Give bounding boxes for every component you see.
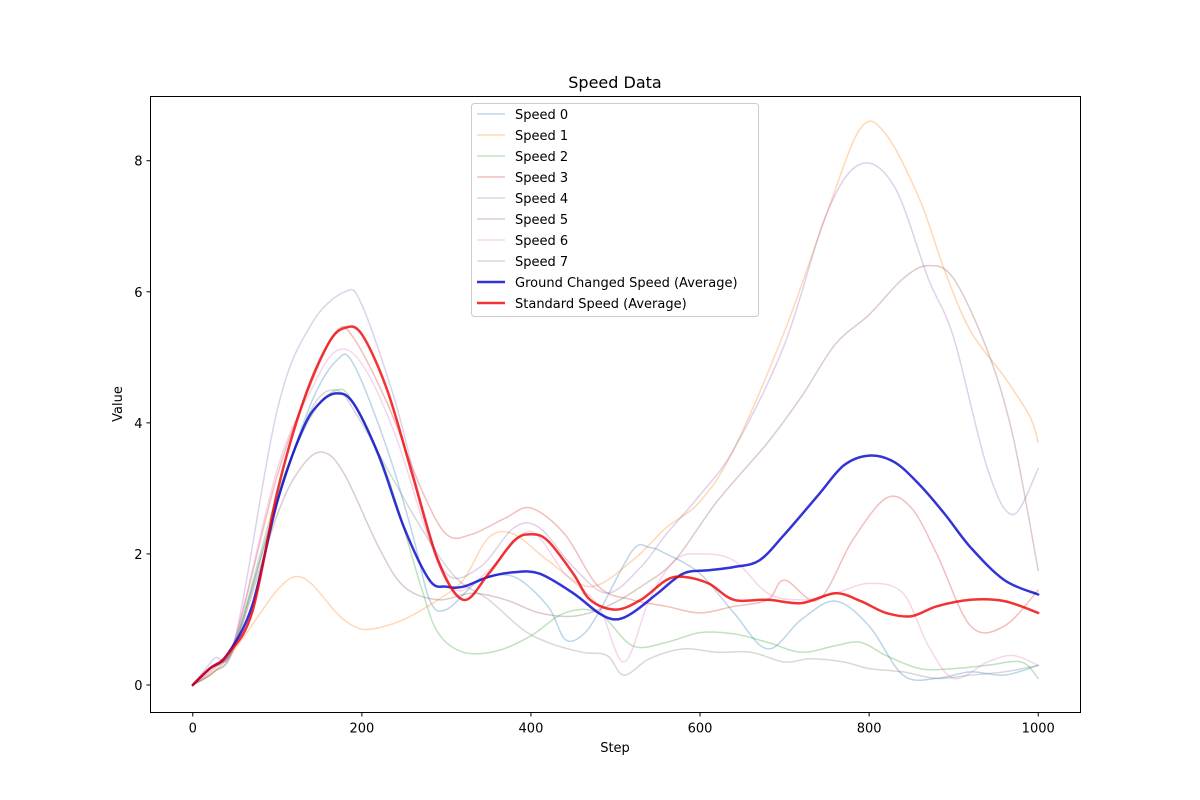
plot-frame (150, 96, 1081, 713)
legend-label-speed-4: Speed 4 (515, 192, 568, 207)
y-tick-label: 0 (134, 679, 142, 694)
y-tick-label: 4 (134, 417, 142, 432)
y-tick-label: 2 (134, 548, 142, 563)
legend-label-speed-3: Speed 3 (515, 171, 568, 186)
series-line-speed-5 (192, 264, 1039, 686)
x-tick-label: 200 (349, 722, 374, 737)
series-line-ground-changed-speed-average (191, 392, 1040, 687)
x-tick-label: 400 (519, 722, 544, 737)
x-tick-label: 1000 (1022, 722, 1055, 737)
chart-title: Speed Data (568, 73, 661, 92)
x-axis-ticks: 0 200 400 600 800 1000 (189, 712, 1055, 737)
legend: Speed 0 Speed 1 Speed 2 Speed 3 Speed 4 Speed… (471, 103, 759, 317)
legend-label-speed-2: Speed 2 (515, 150, 568, 165)
series-line-speed-1 (192, 120, 1039, 686)
y-tick-label: 8 (134, 155, 142, 170)
legend-label-speed-1: Speed 1 (515, 129, 568, 144)
series-lines (191, 120, 1040, 687)
legend-items: Speed 0 Speed 1 Speed 2 Speed 3 Speed 4 Speed… (477, 108, 738, 312)
plot-area (150, 96, 1081, 713)
legend-label-standard-speed-average: Standard Speed (Average) (515, 297, 687, 312)
y-axis-ticks: 0 2 4 6 8 (134, 155, 151, 694)
legend-label-ground-changed-speed-average: Ground Changed Speed (Average) (515, 276, 738, 291)
series-line-speed-3 (192, 325, 1039, 686)
legend-label-speed-7: Speed 7 (515, 255, 568, 270)
series-line-speed-4 (192, 162, 1039, 686)
series-line-speed-0 (192, 353, 1039, 686)
y-axis-label: Value (111, 386, 126, 422)
series-line-standard-speed-average (191, 325, 1040, 687)
x-tick-label: 600 (688, 722, 713, 737)
legend-label-speed-0: Speed 0 (515, 108, 568, 123)
series-line-speed-2 (192, 388, 1039, 686)
x-tick-label: 0 (189, 722, 197, 737)
x-axis-label: Step (600, 741, 630, 756)
legend-label-speed-6: Speed 6 (515, 234, 568, 249)
series-line-speed-7 (192, 389, 1039, 686)
series-line-speed-6 (192, 348, 1039, 686)
y-tick-label: 6 (134, 286, 142, 301)
legend-box (471, 103, 759, 317)
x-tick-label: 800 (857, 722, 882, 737)
legend-label-speed-5: Speed 5 (515, 213, 568, 228)
